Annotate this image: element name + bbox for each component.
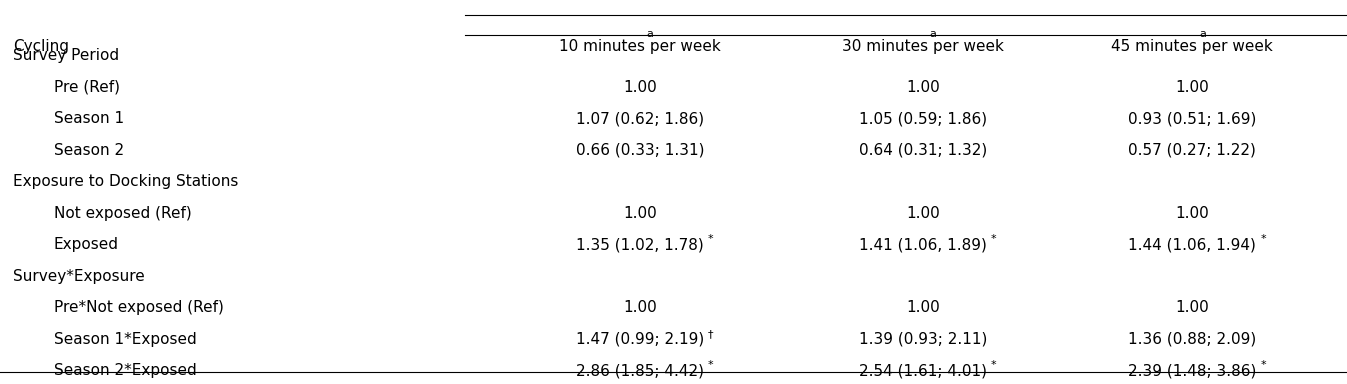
Text: Pre*Not exposed (Ref): Pre*Not exposed (Ref)	[54, 300, 224, 315]
Text: 1.41 (1.06, 1.89): 1.41 (1.06, 1.89)	[859, 237, 986, 252]
Text: 1.00: 1.00	[905, 300, 940, 315]
Text: Not exposed (Ref): Not exposed (Ref)	[54, 205, 191, 221]
Text: Survey Period: Survey Period	[13, 48, 120, 63]
Text: *: *	[709, 360, 714, 370]
Text: 1.00: 1.00	[622, 300, 657, 315]
Text: Survey*Exposure: Survey*Exposure	[13, 268, 145, 284]
Text: 1.47 (0.99; 2.19): 1.47 (0.99; 2.19)	[575, 331, 704, 347]
Text: 1.00: 1.00	[622, 79, 657, 95]
Text: *: *	[991, 360, 997, 370]
Text: *: *	[1261, 234, 1266, 244]
Text: *: *	[709, 234, 714, 244]
Text: Season 1: Season 1	[54, 111, 124, 126]
Text: Season 2: Season 2	[54, 142, 124, 158]
Text: 2.39 (1.48; 3.86): 2.39 (1.48; 3.86)	[1127, 363, 1257, 378]
Text: *: *	[1261, 360, 1266, 370]
Text: 1.00: 1.00	[1175, 205, 1210, 221]
Text: 1.44 (1.06, 1.94): 1.44 (1.06, 1.94)	[1129, 237, 1255, 252]
Text: 1.07 (0.62; 1.86): 1.07 (0.62; 1.86)	[575, 111, 704, 126]
Text: Exposure to Docking Stations: Exposure to Docking Stations	[13, 174, 238, 189]
Text: 2.54 (1.61; 4.01): 2.54 (1.61; 4.01)	[858, 363, 987, 378]
Text: 1.00: 1.00	[905, 79, 940, 95]
Text: 0.66 (0.33; 1.31): 0.66 (0.33; 1.31)	[575, 142, 704, 158]
Text: †: †	[709, 329, 714, 339]
Text: Season 1*Exposed: Season 1*Exposed	[54, 331, 197, 347]
Text: Exposed: Exposed	[54, 237, 119, 252]
Text: 0.64 (0.31; 1.32): 0.64 (0.31; 1.32)	[858, 142, 987, 158]
Text: 2.86 (1.85; 4.42): 2.86 (1.85; 4.42)	[575, 363, 704, 378]
Text: 1.39 (0.93; 2.11): 1.39 (0.93; 2.11)	[858, 331, 987, 347]
Text: *: *	[991, 234, 997, 244]
Text: 10 minutes per week: 10 minutes per week	[559, 38, 721, 54]
Text: 1.36 (0.88; 2.09): 1.36 (0.88; 2.09)	[1127, 331, 1257, 347]
Text: 0.57 (0.27; 1.22): 0.57 (0.27; 1.22)	[1129, 142, 1255, 158]
Text: 1.35 (1.02, 1.78): 1.35 (1.02, 1.78)	[577, 237, 703, 252]
Text: 1.00: 1.00	[1175, 300, 1210, 315]
Text: 1.05 (0.59; 1.86): 1.05 (0.59; 1.86)	[858, 111, 987, 126]
Text: 45 minutes per week: 45 minutes per week	[1111, 38, 1273, 54]
Text: 30 minutes per week: 30 minutes per week	[842, 38, 1004, 54]
Text: 1.00: 1.00	[1175, 79, 1210, 95]
Text: 0.93 (0.51; 1.69): 0.93 (0.51; 1.69)	[1127, 111, 1257, 126]
Text: a: a	[929, 29, 936, 39]
Text: a: a	[647, 29, 653, 39]
Text: a: a	[1199, 29, 1206, 39]
Text: Cycling: Cycling	[13, 38, 70, 54]
Text: 1.00: 1.00	[905, 205, 940, 221]
Text: Pre (Ref): Pre (Ref)	[54, 79, 120, 95]
Text: 1.00: 1.00	[622, 205, 657, 221]
Text: Season 2*Exposed: Season 2*Exposed	[54, 363, 197, 378]
